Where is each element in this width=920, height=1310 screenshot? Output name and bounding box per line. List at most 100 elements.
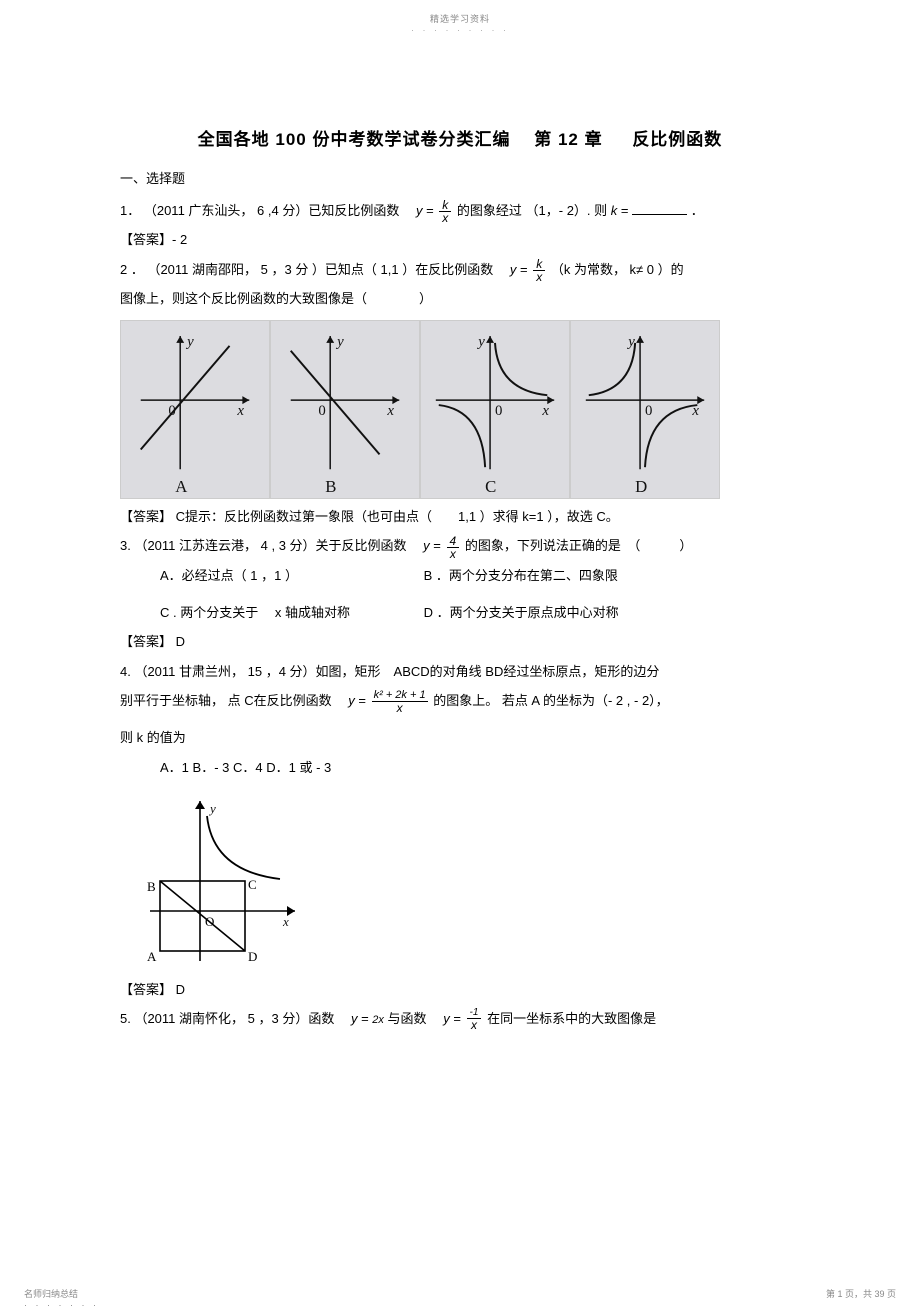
q1-blank <box>632 203 687 215</box>
q1-answer: 【答案】- 2 <box>120 226 800 253</box>
hyperbola-curve <box>207 816 280 879</box>
label-o: 0 <box>495 403 502 419</box>
q2-suffix: （k 为常数， k≠ 0 ）的 <box>551 262 684 277</box>
label-y: y <box>185 334 194 350</box>
q3-opts-ab: A．必经过点（ 1 ，1 ） B ．两个分支分布在第二、四象限 <box>120 562 800 589</box>
q4-line2: 别平行于坐标轴， 点 C在反比例函数 y = k² + 2k + 1 x 的图象… <box>120 687 800 714</box>
label-x: x <box>386 403 394 419</box>
page-title: 全国各地 100 份中考数学试卷分类汇编 第 12 章 反比例函数 <box>120 125 800 150</box>
q2-panel-d: y x 0 D <box>570 320 720 499</box>
q3-line: 3. （2011 江苏连云港， 4 , 3 分）关于反比例函数 y = 4 x … <box>120 532 800 559</box>
section-heading: 一、选择题 <box>120 168 800 187</box>
label-a: A <box>147 949 157 964</box>
q5-frac-den: x <box>468 1019 480 1031</box>
label-y: y <box>208 801 216 816</box>
q5-mid: 与函数 <box>388 1011 440 1026</box>
q1-y: y <box>416 203 423 218</box>
q2-panel-a: y x 0 A <box>120 320 270 499</box>
q2-frac-den: x <box>533 271 545 283</box>
header-tiny: 精选学习资料 <box>0 0 920 25</box>
title-subject: 反比例函数 <box>632 130 722 149</box>
arrow-y-icon <box>636 336 644 343</box>
q4-y: y <box>348 693 355 708</box>
graph-b-svg: y x 0 B <box>271 321 419 498</box>
q3-opt-d: D ．两个分支关于原点成中心对称 <box>424 605 619 620</box>
q1-eq: = <box>426 203 434 218</box>
label-o: O <box>205 914 214 929</box>
q5-y1: y <box>351 1011 358 1026</box>
q4-frac-num: k² + 2k + 1 <box>372 690 428 702</box>
q3-eq: = <box>433 538 441 553</box>
title-chapter: 第 12 章 <box>534 130 602 149</box>
q3-fraction: 4 x <box>447 535 460 560</box>
q1-prefix: 1． （2011 广东汕头， 6 ,4 分）已知反比例函数 <box>120 203 412 218</box>
label-b: B <box>147 879 156 894</box>
q1-mid: 的图象经过 （1，- 2）. 则 <box>457 203 611 218</box>
diagonal-bd <box>160 881 245 951</box>
q5-suffix: 在同一坐标系中的大致图像是 <box>487 1011 656 1026</box>
graph-c-svg: y x 0 C <box>421 321 569 498</box>
q5-eq1: = <box>361 1011 369 1026</box>
graph-a-svg: y x 0 A <box>121 321 269 498</box>
q4-eq: = <box>358 693 366 708</box>
q1-eq2: = <box>621 203 629 218</box>
label-x: x <box>282 914 289 929</box>
q1-frac-den: x <box>439 212 451 224</box>
q3-opts-cd: C . 两个分支关于 x 轴成轴对称 D ．两个分支关于原点成中心对称 <box>120 599 800 626</box>
footer-right: 第 1 页，共 39 页 <box>826 1287 896 1300</box>
q2-panel-c: y x 0 C <box>420 320 570 499</box>
q3-y: y <box>423 538 430 553</box>
label-b: B <box>325 477 336 496</box>
q4-opts: A．1 B．- 3 C．4 D．1 或 - 3 <box>120 754 800 781</box>
q4-answer: 【答案】 D <box>120 976 800 1003</box>
hyperbola-q3 <box>439 405 485 467</box>
arrow-y-icon <box>176 336 184 343</box>
label-d: D <box>635 477 647 496</box>
line-graph <box>291 351 380 455</box>
label-d: D <box>248 949 257 964</box>
q2-panel-b: y x 0 B <box>270 320 420 499</box>
page-content: 全国各地 100 份中考数学试卷分类汇编 第 12 章 反比例函数 一、选择题 … <box>0 35 920 1032</box>
q4-line3: 则 k 的值为 <box>120 724 800 751</box>
q4-svg: y x O B C A D <box>145 791 300 966</box>
arrow-y-icon <box>195 801 205 809</box>
q1-line: 1． （2011 广东汕头， 6 ,4 分）已知反比例函数 y = k x 的图… <box>120 197 800 224</box>
label-x: x <box>236 403 244 419</box>
label-y: y <box>335 334 344 350</box>
q3-opt-a: A．必经过点（ 1 ，1 ） <box>160 562 420 589</box>
label-c: C <box>248 877 257 892</box>
q5-line: 5. （2011 湖南怀化， 5 ，3 分）函数 y = 2x 与函数 y = … <box>120 1005 800 1032</box>
header-dots: · · · · · · · · · <box>0 25 920 35</box>
q4-opt-c: C．4 <box>233 760 263 775</box>
q4-line2b: 的图象上。 若点 A 的坐标为（- 2 , - 2）， <box>433 693 668 708</box>
label-y: y <box>476 334 485 350</box>
q3-frac-num: 4 <box>447 535 460 548</box>
label-a: A <box>175 477 187 496</box>
q2-eq: = <box>520 262 528 277</box>
q2-frac-num: k <box>533 258 545 271</box>
q3-prefix: 3. （2011 江苏连云港， 4 , 3 分）关于反比例函数 <box>120 538 420 553</box>
q4-line1: 4. （2011 甘肃兰州， 15 ，4 分）如图，矩形 ABCD的对角线 BD… <box>120 658 800 685</box>
q1-period: ． <box>691 203 704 218</box>
arrow-y-icon <box>326 336 334 343</box>
graph-d-svg: y x 0 D <box>571 321 719 498</box>
q2-line1: 2 ． （2011 湖南邵阳， 5 ，3 分 ）已知点（ 1,1 ）在反比例函数… <box>120 256 800 283</box>
q5-fraction: -1 x <box>467 1008 482 1031</box>
q5-eq2: = <box>453 1011 461 1026</box>
q1-fraction: k x <box>439 199 451 224</box>
q4-line2a: 别平行于坐标轴， 点 C在反比例函数 <box>120 693 345 708</box>
label-o: 0 <box>318 403 325 419</box>
title-main: 全国各地 100 份中考数学试卷分类汇编 <box>198 130 511 149</box>
q4-opt-b: B．- 3 <box>193 760 230 775</box>
label-x: x <box>691 403 699 419</box>
label-c: C <box>485 477 496 496</box>
hyperbola-q4 <box>645 405 697 467</box>
q5-prefix: 5. （2011 湖南怀化， 5 ，3 分）函数 <box>120 1011 347 1026</box>
label-o: 0 <box>645 403 652 419</box>
q2-answer: 【答案】 C提示：反比例函数过第一象限（也可由点（ 1,1 ）求得 k=1 ），… <box>120 503 800 530</box>
q3-suffix: 的图象，下列说法正确的是 （ ） <box>465 538 693 553</box>
q3-opt-b: B ．两个分支分布在第二、四象限 <box>424 568 618 583</box>
q1-k: k <box>611 203 618 218</box>
q4-opt-a: A．1 <box>160 760 189 775</box>
q4-opt-d: D．1 或 - 3 <box>266 760 331 775</box>
